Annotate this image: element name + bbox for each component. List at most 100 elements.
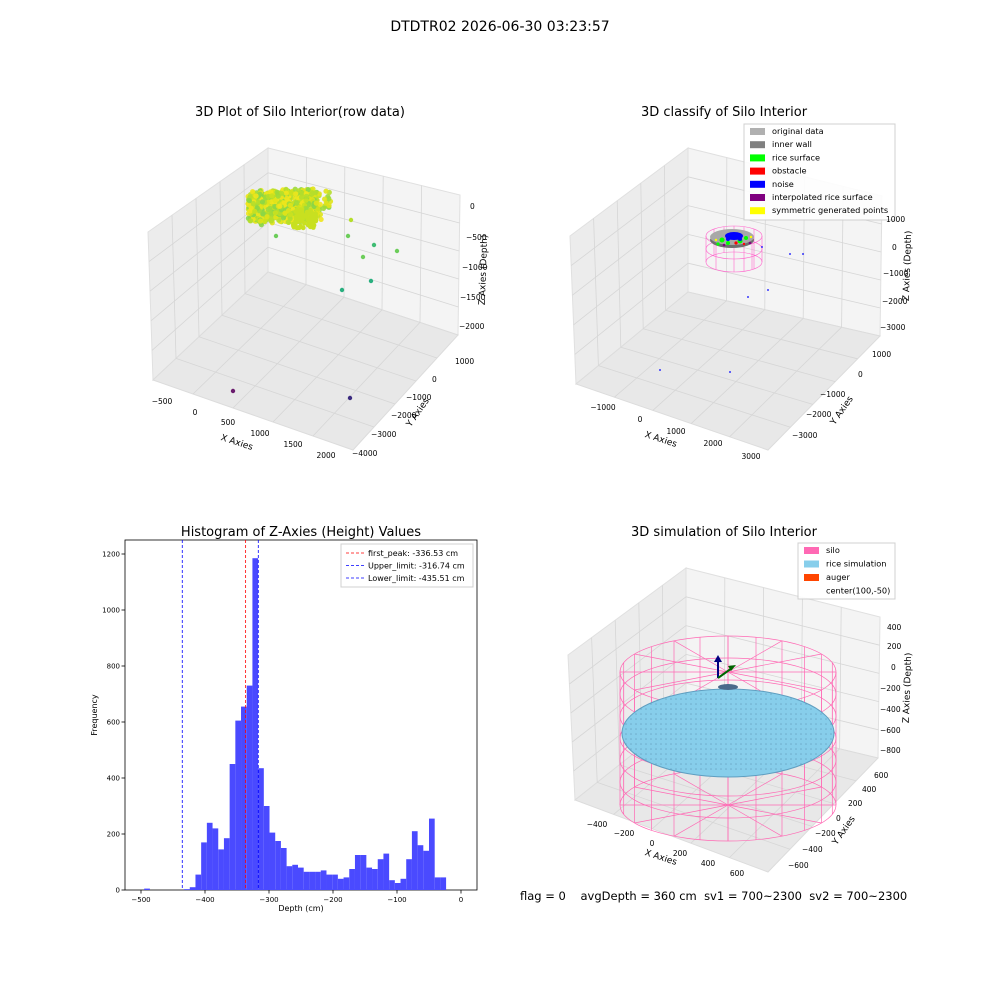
rice-point [800,708,802,710]
rice-point [640,728,642,730]
rice-point [765,743,767,745]
rice-point [765,698,767,700]
rice-point [745,713,747,715]
rice-point [735,693,737,695]
rice-point [825,718,827,720]
rice-point [720,698,722,700]
rice-point [725,753,727,755]
rice-point [680,703,682,705]
rice-point [800,713,802,715]
rice-point [750,693,752,695]
rice-point [795,763,797,765]
rice-point [700,733,702,735]
histogram-bar [212,828,219,890]
rice-point [750,698,752,700]
rice-point [785,753,787,755]
histogram-bar [434,877,441,890]
rice-point [635,728,637,730]
rice-point [685,753,687,755]
rice-point [805,748,807,750]
rice-point [800,723,802,725]
rice-point [640,748,642,750]
legend-label: original data [772,126,824,136]
rice-point [695,698,697,700]
raw-point [282,210,288,216]
rice-point [690,753,692,755]
rice-point [720,733,722,735]
rice-point [755,763,757,765]
rice-point [750,733,752,735]
rice-point [745,728,747,730]
histogram-bar [411,831,418,890]
rice-point [825,743,827,745]
rice-point [770,703,772,705]
z-tick-label: −1000 [883,269,909,278]
rice-point [790,713,792,715]
rice-point [790,733,792,735]
rice-point [785,748,787,750]
rice-point [665,713,667,715]
rice-point [735,698,737,700]
raw-point [274,189,280,195]
legend-swatch [750,167,765,175]
x-tick-label: 1000 [666,427,685,436]
rice-point [670,723,672,725]
rice-point [670,753,672,755]
rice-point [740,723,742,725]
raw-point [348,217,354,223]
x-tick-label: −200 [614,829,635,838]
rice-point [640,723,642,725]
raw-point [296,225,302,231]
rice-point [710,713,712,715]
rice-point [710,698,712,700]
panel-classify-3d: 3D classify of Silo Interior [569,105,914,461]
rice-point [765,718,767,720]
rice-point [810,738,812,740]
rice-point [645,743,647,745]
rice-point [785,728,787,730]
rice-point [770,743,772,745]
rice-point [805,743,807,745]
y-tick-label: 0 [858,370,863,379]
raw-point [309,212,314,218]
z-tick-label: −1000 [462,263,488,272]
rice-point [745,768,747,770]
rice-point [675,738,677,740]
rice-point [680,768,682,770]
rice-point [785,743,787,745]
rice-point [800,753,802,755]
rice-point [635,718,637,720]
rice-point [705,693,707,695]
rice-point [755,743,757,745]
rice-point [725,723,727,725]
rice-point [660,738,662,740]
rice-point [800,748,802,750]
z-tick-label: −800 [880,746,901,755]
rice-point [730,758,732,760]
y-tick-label: −400 [802,845,823,854]
rice-point [725,693,727,695]
z-tick-label: −500 [466,233,487,242]
raw-point [320,205,327,211]
rice-point [745,763,747,765]
rice-point [725,703,727,705]
panel-raw-zlabel: Z Axies (Depth) [478,235,490,306]
raw-point [368,278,374,284]
rice-point [760,768,762,770]
rice-point [775,733,777,735]
legend-swatch [750,128,765,135]
rice-point [775,758,777,760]
rice-point [675,718,677,720]
rice-point [820,743,822,745]
histogram-bar [360,855,367,890]
rice-point [800,728,802,730]
rice-point [690,743,692,745]
flag-value: flag = 0 [520,889,566,903]
rice-point [720,763,722,765]
rice-point [630,748,632,750]
rice-point [685,728,687,730]
rice-point [695,718,697,720]
raw-point [299,190,305,196]
rice-point [780,763,782,765]
rice-point [755,713,757,715]
